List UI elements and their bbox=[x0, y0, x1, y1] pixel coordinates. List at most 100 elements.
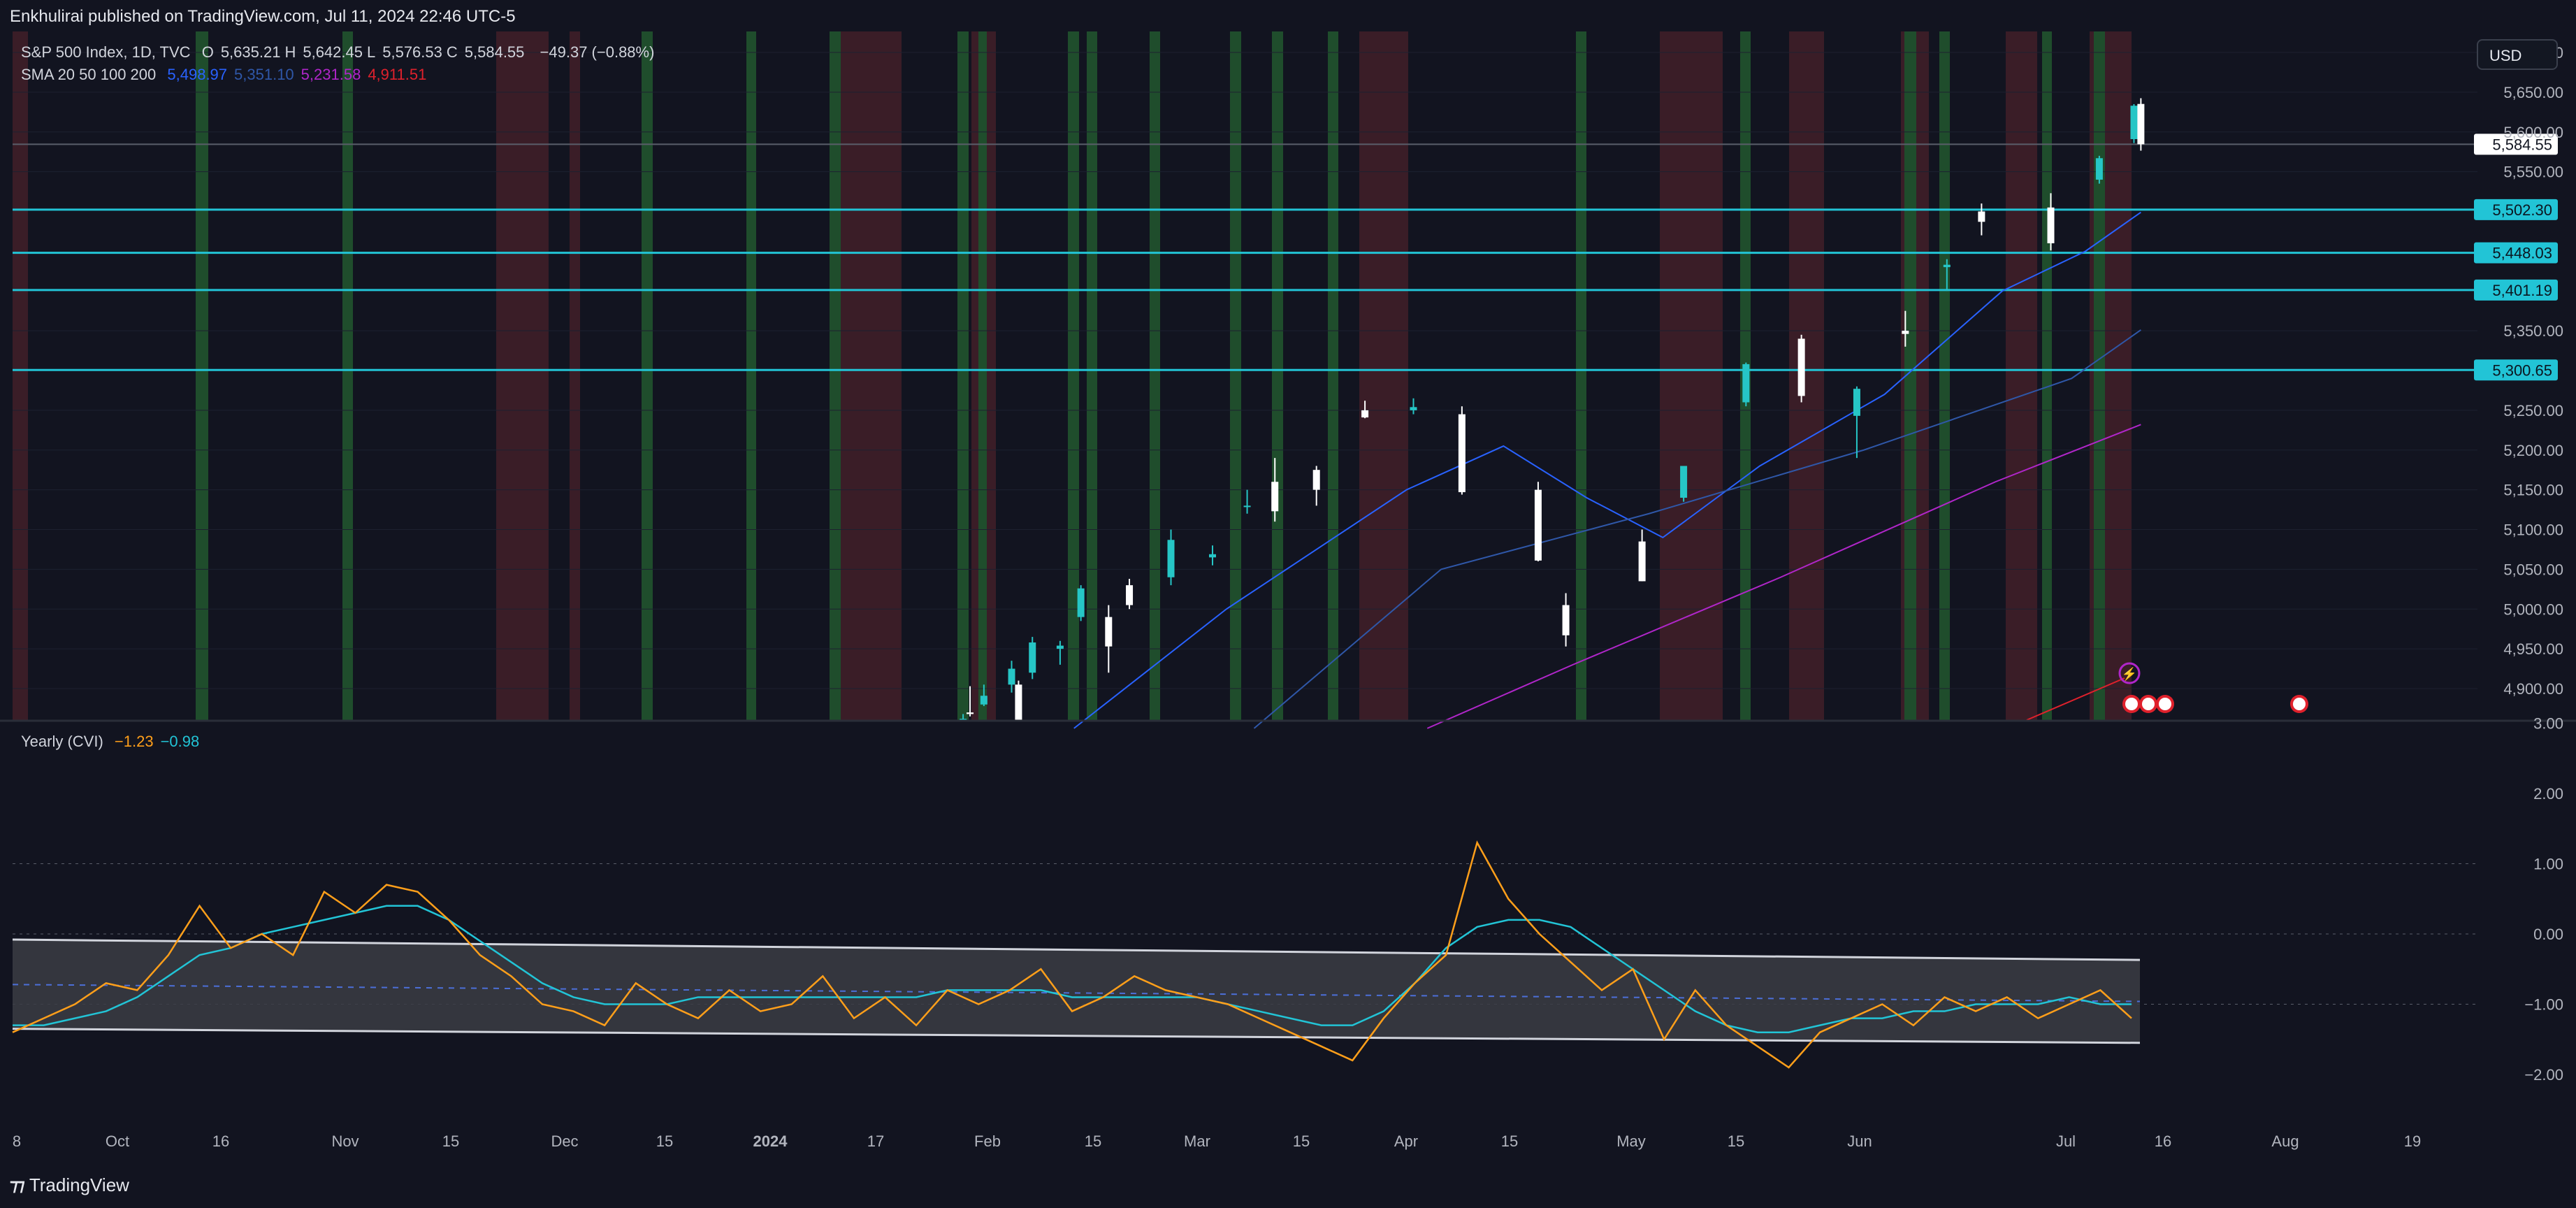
event-band-green bbox=[1939, 31, 1950, 720]
grid-lines bbox=[13, 52, 2477, 689]
candle-body bbox=[1105, 617, 1113, 647]
price-tick-label: 5,150.00 bbox=[2503, 482, 2563, 499]
ohlc-label: H bbox=[284, 43, 296, 61]
ohlc-value: 5,635.21 bbox=[220, 43, 281, 61]
time-tick-label: 15 bbox=[1085, 1132, 1101, 1150]
ohlc-value: 5,576.53 bbox=[382, 43, 442, 61]
level-price-tag bbox=[2474, 359, 2558, 381]
current-price-tag bbox=[2474, 134, 2558, 155]
event-band-green bbox=[2042, 31, 2052, 720]
sma-value: 5,498.97 bbox=[167, 66, 228, 83]
indicator-tick-label: 2.00 bbox=[2533, 785, 2563, 803]
candle-body bbox=[1902, 331, 1909, 334]
event-band-green bbox=[1068, 31, 1079, 720]
event-band-green bbox=[830, 31, 841, 720]
channel-lower-line bbox=[12, 1028, 2141, 1044]
candle-body bbox=[2095, 158, 2103, 180]
event-band-green bbox=[746, 31, 756, 720]
candle-body bbox=[1008, 668, 1015, 685]
event-band-red bbox=[1660, 31, 1723, 720]
candle-body bbox=[960, 719, 967, 721]
event-band-green bbox=[1904, 31, 1916, 720]
time-tick-label: 15 bbox=[656, 1132, 673, 1150]
us-flag-icon bbox=[2293, 698, 2306, 710]
sma-extra-line bbox=[2026, 677, 2125, 721]
tradingview-logo[interactable]: ⁊⁊ TradingView bbox=[10, 1174, 129, 1196]
candle-body bbox=[2130, 106, 2138, 139]
event-band-green bbox=[342, 31, 353, 720]
candle-body bbox=[1534, 489, 1542, 561]
candle-body bbox=[1029, 642, 1036, 673]
event-band-red bbox=[13, 31, 28, 720]
candle-body bbox=[1361, 410, 1369, 418]
event-band-green bbox=[957, 31, 969, 720]
price-tick-label: 5,550.00 bbox=[2503, 164, 2563, 181]
candle-body bbox=[1742, 364, 1750, 403]
time-tick-label: 16 bbox=[2155, 1132, 2171, 1150]
sma-legend: SMA 20 50 100 200 5,498.97 5,351.10 5,231.… bbox=[21, 66, 440, 84]
candle-body bbox=[1978, 211, 1985, 222]
candle-body bbox=[1167, 540, 1175, 577]
event-band-green bbox=[642, 31, 653, 720]
candle-body bbox=[1797, 338, 1805, 396]
event-band-red bbox=[832, 31, 902, 720]
level-price-tag bbox=[2474, 279, 2558, 301]
event-band-red bbox=[1359, 31, 1405, 720]
event-band-green bbox=[1150, 31, 1160, 720]
ohlc-values: O 5,635.21 H 5,642.45 L 5,576.53 C 5,584.55 bbox=[202, 43, 529, 61]
ohlc-label: O bbox=[201, 43, 214, 61]
time-tick-label: 19 bbox=[2404, 1132, 2421, 1150]
event-band-green bbox=[1328, 31, 1338, 720]
ohlc-value: 5,642.45 bbox=[303, 43, 363, 61]
candle-body bbox=[1680, 466, 1688, 498]
cvi-label: Yearly (CVI) bbox=[21, 733, 103, 750]
sma200-line bbox=[1426, 424, 2141, 729]
candle-body bbox=[1015, 684, 1022, 720]
cvi-signal-line bbox=[13, 905, 2132, 1033]
cvi-value: −1.23 bbox=[114, 733, 154, 750]
price-axis: 5,700.005,650.005,600.005,550.005,350.00… bbox=[2503, 44, 2563, 698]
price-tick-label: 4,950.00 bbox=[2503, 640, 2563, 658]
candle-body bbox=[1312, 470, 1320, 490]
event-band-green bbox=[1272, 31, 1283, 720]
channel-mid-line bbox=[12, 984, 2141, 1002]
time-tick-label: Jun bbox=[1847, 1132, 1872, 1150]
time-tick-label: 15 bbox=[442, 1132, 459, 1150]
lightning-icon bbox=[2118, 662, 2141, 684]
candle-body bbox=[2137, 103, 2145, 145]
candle-body bbox=[1410, 407, 1417, 410]
time-tick-label: Oct bbox=[106, 1132, 129, 1150]
time-tick-label: Aug bbox=[2271, 1132, 2299, 1150]
candle-body bbox=[1853, 389, 1860, 416]
tv-logo-icon: ⁊⁊ bbox=[10, 1176, 25, 1195]
lightning-icon-glyph: ⚡ bbox=[2122, 666, 2137, 682]
time-tick-label: Jul bbox=[2056, 1132, 2076, 1150]
level-price-label: 5,502.30 bbox=[2492, 201, 2552, 219]
ohlc-label: L bbox=[366, 43, 376, 61]
symbol-legend: S&P 500 Index, 1D, TVC O 5,635.21 H 5,642.4… bbox=[21, 43, 661, 62]
event-band-red bbox=[2006, 31, 2037, 720]
channel-upper-line bbox=[12, 938, 2141, 961]
candle-body bbox=[1943, 264, 1951, 268]
ohlc-label: C bbox=[446, 43, 458, 61]
currency-button[interactable]: USD bbox=[2477, 39, 2558, 70]
sma-label: SMA 20 50 100 200 bbox=[21, 66, 157, 83]
candle-body bbox=[967, 712, 974, 714]
sma-lines bbox=[1073, 211, 2141, 729]
price-tick-label: 5,250.00 bbox=[2503, 402, 2563, 419]
trend-channel bbox=[13, 940, 2140, 1043]
cvi-values: −1.23 −0.98 bbox=[115, 733, 206, 750]
candle-body bbox=[1077, 588, 1085, 617]
candle-body bbox=[1056, 645, 1064, 649]
cvi-value: −0.98 bbox=[160, 733, 200, 750]
time-tick-label: 16 bbox=[212, 1132, 229, 1150]
event-band-red bbox=[496, 31, 549, 720]
candle-body bbox=[980, 696, 987, 705]
price-tick-label: 4,900.00 bbox=[2503, 680, 2563, 698]
price-tick-label: 5,650.00 bbox=[2503, 84, 2563, 101]
ohlc-value: 5,584.55 bbox=[464, 43, 525, 61]
indicator-tick-label: 0.00 bbox=[2533, 926, 2563, 943]
time-axis: 8 Oct 16 Nov 15 Dec 15 2024 17 Feb 15 Mar 15 Apr 15 May… bbox=[13, 1132, 2421, 1150]
candle-body bbox=[1243, 505, 1251, 508]
